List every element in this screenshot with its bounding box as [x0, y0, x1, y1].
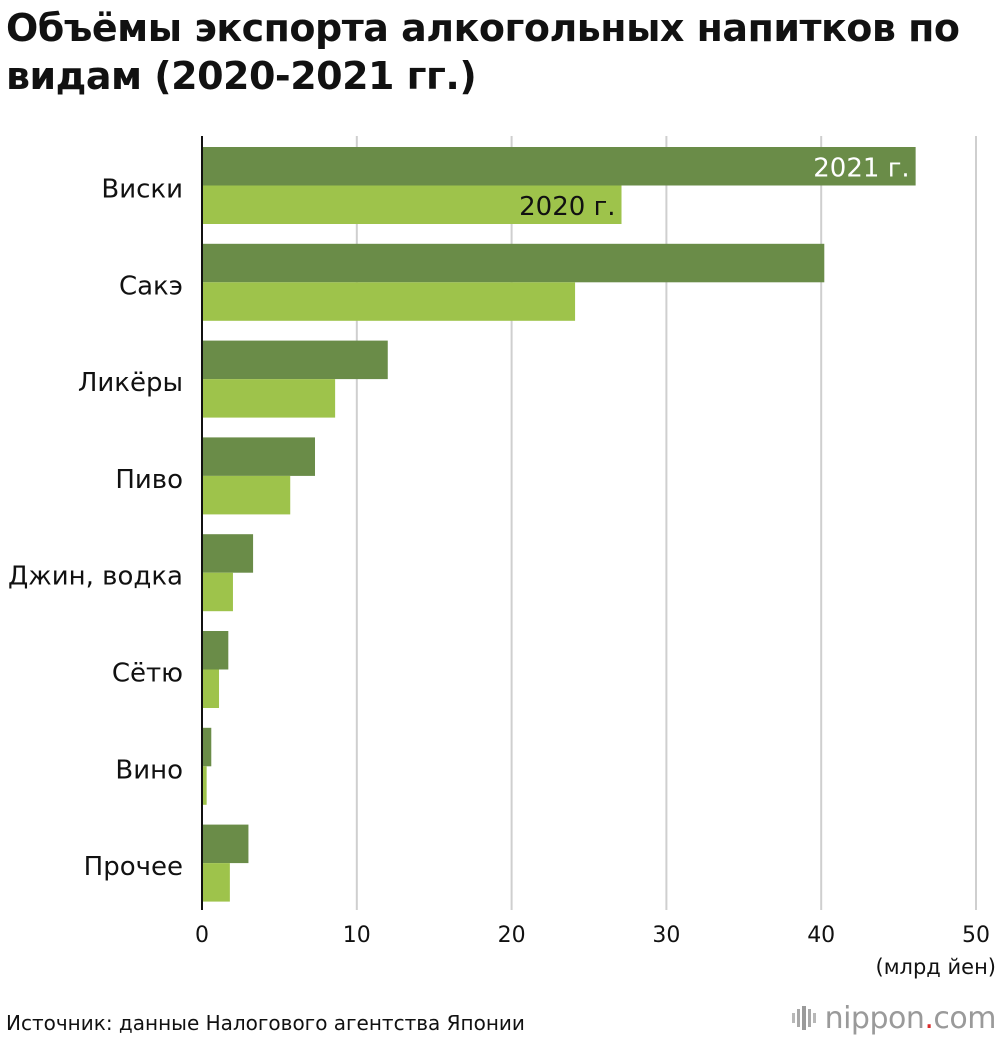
series-label-2021: 2021 г.	[813, 153, 909, 183]
bar-2020-7	[202, 863, 230, 902]
bar-2021-3	[202, 437, 316, 476]
category-label-6: Вино	[115, 755, 183, 785]
category-label-3: Пиво	[115, 465, 183, 495]
source-note: Источник: данные Налогового агентства Яп…	[6, 1011, 525, 1035]
bar-2021-1	[202, 243, 825, 283]
bar-2020-0	[202, 185, 622, 224]
x-tick-label-5: 50	[962, 923, 990, 948]
bar-chart: Виски Сакэ Ликёры Пиво Джин, водка Сётю Вино Пр…	[8, 136, 996, 979]
nippon-logo-wordmark: nippon.com	[824, 1000, 997, 1036]
x-axis-unit-label: (млрд йен)	[876, 955, 996, 979]
bar-2020-5	[202, 669, 220, 708]
bar-2020-1	[202, 282, 576, 321]
logo-dot: .	[924, 1000, 934, 1036]
category-label-5: Сётю	[112, 659, 183, 689]
bar-2021-5	[202, 631, 229, 670]
category-label-0: Виски	[101, 175, 183, 205]
bar-2020-4	[202, 572, 233, 612]
x-tick-label-1: 10	[343, 923, 371, 948]
nippon-logo-mark-icon	[791, 1005, 817, 1031]
bar-2021-6	[202, 727, 212, 767]
logo-tld: com	[933, 1000, 996, 1036]
bar-2020-3	[202, 475, 291, 515]
nippon-logo: nippon.com	[791, 998, 996, 1038]
bar-2021-0	[202, 147, 916, 186]
x-tick-label-0: 0	[195, 923, 209, 948]
category-label-2: Ликёры	[78, 368, 183, 398]
x-tick-label-2: 20	[498, 923, 526, 948]
chart-title: Объёмы экспорта алкогольных напитков по …	[6, 6, 960, 98]
bar-2020-2	[202, 379, 336, 418]
logo-name: nippon	[824, 1000, 925, 1036]
bar-2021-4	[202, 534, 254, 573]
series-label-2020: 2020 г.	[519, 192, 615, 222]
x-tick-label-4: 40	[807, 923, 835, 948]
bar-2021-2	[202, 340, 388, 380]
bar-2021-7	[202, 824, 249, 864]
category-label-4: Джин, водка	[8, 562, 183, 592]
bar-2020-6	[202, 766, 207, 805]
x-tick-label-3: 30	[652, 923, 680, 948]
category-label-1: Сакэ	[119, 271, 183, 301]
category-label-7: Прочее	[84, 852, 183, 882]
